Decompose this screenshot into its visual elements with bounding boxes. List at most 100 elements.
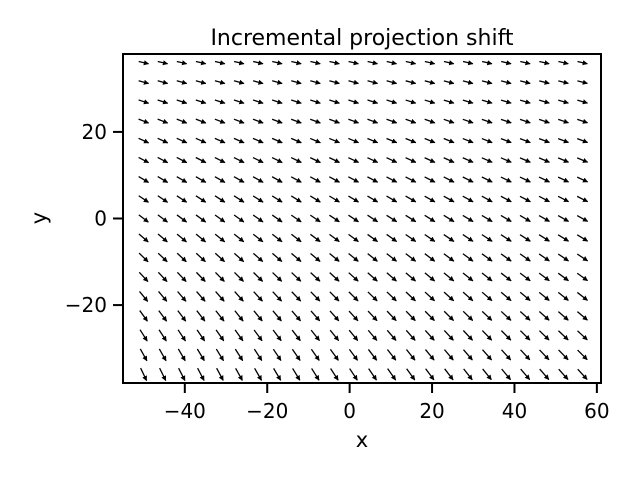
vector-arrow bbox=[577, 368, 588, 380]
vector-arrow bbox=[386, 118, 398, 124]
vector-arrow bbox=[233, 60, 245, 66]
vector-arrow bbox=[309, 176, 321, 183]
vector-arrow bbox=[424, 272, 436, 282]
vector-arrow bbox=[214, 195, 226, 203]
vector-arrow bbox=[140, 367, 148, 382]
vector-arrow bbox=[577, 349, 588, 361]
vector-arrow bbox=[253, 310, 263, 322]
vector-arrow bbox=[329, 118, 340, 124]
vector-arrow bbox=[519, 291, 531, 302]
vector-arrow bbox=[576, 157, 589, 163]
vector-arrow bbox=[462, 291, 474, 302]
vector-arrow bbox=[557, 195, 570, 203]
vector-arrow bbox=[367, 214, 379, 223]
vector-arrow bbox=[176, 176, 188, 184]
vector-arrow bbox=[538, 272, 550, 282]
vector-arrow bbox=[176, 118, 188, 124]
vector-arrow bbox=[519, 99, 531, 105]
vector-arrow bbox=[348, 253, 359, 262]
vector-arrow bbox=[424, 137, 436, 144]
vector-arrow bbox=[233, 176, 245, 183]
vector-arrow bbox=[424, 79, 436, 85]
vector-arrow bbox=[519, 330, 531, 341]
vector-arrow bbox=[424, 310, 435, 322]
vector-arrow bbox=[253, 291, 263, 302]
y-axis-ticks: −20 0 20 bbox=[65, 120, 123, 317]
vector-arrow bbox=[214, 79, 226, 85]
vector-arrow bbox=[424, 118, 436, 124]
vector-arrow bbox=[329, 291, 340, 302]
vector-arrow bbox=[252, 233, 264, 243]
vector-arrow bbox=[195, 79, 207, 85]
vector-arrow bbox=[292, 368, 301, 381]
vector-arrow bbox=[195, 195, 207, 203]
vector-arrow bbox=[157, 118, 169, 124]
vector-arrow bbox=[557, 157, 570, 163]
vector-arrow bbox=[214, 99, 226, 105]
vector-arrow bbox=[272, 329, 282, 342]
vector-arrow bbox=[138, 79, 150, 85]
vector-arrow bbox=[367, 195, 379, 203]
vector-arrow bbox=[329, 310, 340, 322]
vector-arrow bbox=[214, 176, 226, 183]
vector-arrow bbox=[176, 156, 188, 164]
vector-arrow bbox=[177, 329, 187, 342]
vector-arrow bbox=[271, 176, 283, 183]
vector-arrow bbox=[368, 368, 378, 381]
vector-arrow bbox=[405, 99, 417, 105]
vector-arrow bbox=[235, 367, 243, 381]
vector-arrow bbox=[176, 99, 188, 105]
vector-arrow bbox=[215, 291, 225, 302]
vector-arrow bbox=[158, 348, 167, 362]
vector-arrow bbox=[214, 271, 225, 282]
vector-arrow bbox=[157, 176, 169, 184]
x-tick-label: 20 bbox=[419, 399, 444, 423]
vector-arrow bbox=[177, 348, 186, 362]
vector-arrow bbox=[272, 60, 283, 66]
vector-arrow bbox=[329, 195, 340, 203]
vector-arrow bbox=[386, 99, 398, 105]
vector-arrow bbox=[576, 291, 588, 301]
vector-arrow bbox=[424, 176, 436, 183]
vector-arrow bbox=[386, 214, 398, 223]
vector-arrow bbox=[253, 348, 263, 362]
vector-arrow bbox=[157, 137, 169, 144]
vector-arrow bbox=[157, 195, 169, 203]
vector-arrow bbox=[348, 272, 359, 282]
vector-arrow bbox=[310, 118, 321, 124]
vector-arrow bbox=[557, 234, 569, 242]
vector-arrow bbox=[481, 310, 493, 321]
vector-arrow bbox=[539, 99, 550, 105]
vector-arrow bbox=[405, 157, 417, 163]
vector-arrow bbox=[443, 291, 455, 302]
vector-arrow bbox=[196, 291, 206, 302]
vector-arrow bbox=[424, 291, 435, 302]
vector-arrow bbox=[215, 329, 225, 342]
vector-arrow bbox=[214, 252, 225, 263]
vector-arrow bbox=[138, 118, 150, 124]
vector-arrow bbox=[272, 291, 283, 302]
vector-arrow bbox=[367, 157, 379, 164]
vector-arrow bbox=[291, 60, 302, 66]
vector-arrow bbox=[405, 118, 417, 124]
vector-arrow bbox=[348, 176, 360, 183]
vector-arrow bbox=[462, 310, 474, 321]
vector-arrow bbox=[252, 176, 264, 183]
vector-arrow bbox=[196, 329, 206, 342]
vector-arrow bbox=[177, 291, 187, 302]
vector-arrow bbox=[386, 310, 397, 322]
vector-arrow bbox=[138, 176, 150, 184]
vector-arrow bbox=[349, 368, 358, 381]
vector-arrow bbox=[462, 118, 474, 124]
vector-arrow bbox=[329, 329, 340, 342]
vector-arrow bbox=[424, 329, 435, 341]
vector-arrow bbox=[425, 368, 435, 381]
vector-arrow bbox=[386, 176, 398, 183]
vector-arrow bbox=[309, 214, 321, 223]
vector-arrow bbox=[272, 252, 283, 263]
vector-arrow bbox=[538, 291, 550, 302]
vector-arrow bbox=[176, 271, 187, 282]
vector-arrow bbox=[519, 234, 531, 242]
x-tick-label: 0 bbox=[343, 399, 356, 423]
